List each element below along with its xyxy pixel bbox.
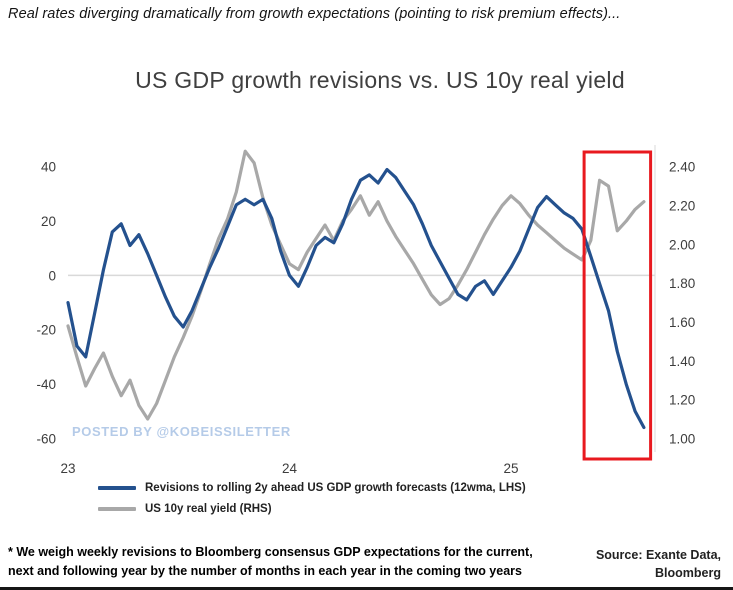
right-axis-tick-label: 1.60 [669,315,695,330]
chart-legend: Revisions to rolling 2y ahead US GDP gro… [98,482,526,515]
left-axis-tick-label: 0 [48,268,56,283]
left-axis-tick-label: -20 [36,323,56,338]
legend-line-blue-icon [98,486,136,490]
bottom-divider [0,587,733,590]
x-axis-tick-label: 24 [282,461,298,476]
legend-label-gdp-revisions: Revisions to rolling 2y ahead US GDP gro… [145,482,526,494]
x-axis-tick-label: 23 [60,461,75,476]
source-attribution: Source: Exante Data, Bloomberg [595,548,721,581]
x-axis-tick-label: 25 [503,461,518,476]
left-axis-tick-label: 20 [41,214,56,229]
series-line-real-yield [66,149,646,421]
left-axis-tick-label: 40 [41,160,56,175]
legend-line-gray-icon [98,507,136,511]
right-axis-tick-label: 2.00 [669,237,695,252]
right-axis-tick-label: 2.20 [669,199,695,214]
right-axis-tick-label: 1.40 [669,354,695,369]
footnote: * We weigh weekly revisions to Bloomberg… [8,545,533,578]
legend-item-real-yield: US 10y real yield (RHS) [98,503,526,515]
highlight-box [582,150,653,461]
left-axis-tick-label: -40 [36,377,56,392]
right-axis-tick-label: 1.80 [669,276,695,291]
series-line-gdp-revisions [66,167,646,430]
left-axis-tick-label: -60 [36,431,56,446]
right-axis-tick-label: 2.40 [669,160,695,175]
legend-item-gdp-revisions: Revisions to rolling 2y ahead US GDP gro… [98,482,526,494]
chart-title: US GDP growth revisions vs. US 10y real … [135,67,625,94]
annotation-note: Real rates diverging dramatically from g… [8,6,621,22]
right-axis-tick-label: 1.00 [669,431,695,446]
right-axis-tick-label: 1.20 [669,393,695,408]
watermark: POSTED BY @KOBEISSILETTER [72,424,291,439]
legend-label-real-yield: US 10y real yield (RHS) [145,503,272,515]
